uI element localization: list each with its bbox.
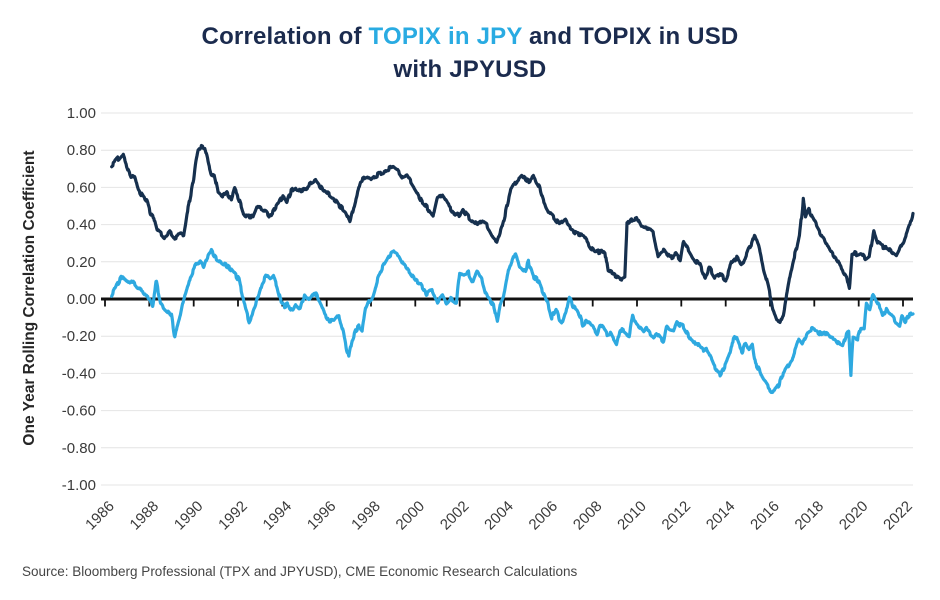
x-tick-label: 1992 xyxy=(215,498,251,534)
x-tick-label: 2006 xyxy=(526,498,562,534)
y-tick-label: -0.20 xyxy=(62,328,96,345)
x-tick-label: 2002 xyxy=(437,498,473,534)
chart-title-line1: Correlation of TOPIX in JPY and TOPIX in… xyxy=(0,20,940,53)
x-tick-label: 2016 xyxy=(747,498,783,534)
x-tick-label: 1994 xyxy=(260,498,296,534)
x-tick-label: 1990 xyxy=(171,498,207,534)
x-tick-label: 2004 xyxy=(481,498,517,534)
y-tick-label: -0.60 xyxy=(62,403,96,420)
y-tick-label: 0.20 xyxy=(67,254,96,271)
x-tick-label: 2020 xyxy=(836,498,872,534)
series-line-topix-usd xyxy=(110,143,915,324)
x-tick-label: 1996 xyxy=(304,498,340,534)
x-tick-label: 2000 xyxy=(393,498,429,534)
x-tick-label: 1998 xyxy=(348,498,384,534)
y-tick-label: 0.80 xyxy=(67,142,96,159)
x-tick-label: 1986 xyxy=(82,498,118,534)
y-tick-label: -1.00 xyxy=(62,477,96,494)
chart-title-line2: with JPYUSD xyxy=(393,56,547,83)
y-tick-label: 0.60 xyxy=(67,179,96,196)
x-tick-label: 2022 xyxy=(880,498,916,534)
series-line-topix-jpy xyxy=(110,247,915,395)
chart-title: Correlation of TOPIX in JPY and TOPIX in… xyxy=(0,20,940,86)
title-highlight-topix-jpy: TOPIX in JPY xyxy=(368,23,523,50)
y-tick-label: -0.40 xyxy=(62,365,96,382)
x-tick-label: 2012 xyxy=(659,498,695,534)
x-tick-label: 2014 xyxy=(703,498,739,534)
x-tick-label: 2008 xyxy=(570,498,606,534)
title-text-1: Correlation of xyxy=(201,23,369,50)
y-axis-title: One Year Rolling Correlation Coefficient xyxy=(21,150,38,446)
source-attribution: Source: Bloomberg Professional (TPX and … xyxy=(22,564,578,579)
y-tick-label: 0.40 xyxy=(67,217,96,234)
y-tick-label: -0.80 xyxy=(62,440,96,457)
y-tick-label: 0.00 xyxy=(67,291,96,308)
x-tick-label: 2010 xyxy=(614,498,650,534)
title-text-2: and TOPIX in USD xyxy=(522,23,739,50)
y-tick-label: 1.00 xyxy=(67,105,96,122)
x-tick-label: 2018 xyxy=(792,498,828,534)
x-tick-label: 1988 xyxy=(127,498,163,534)
